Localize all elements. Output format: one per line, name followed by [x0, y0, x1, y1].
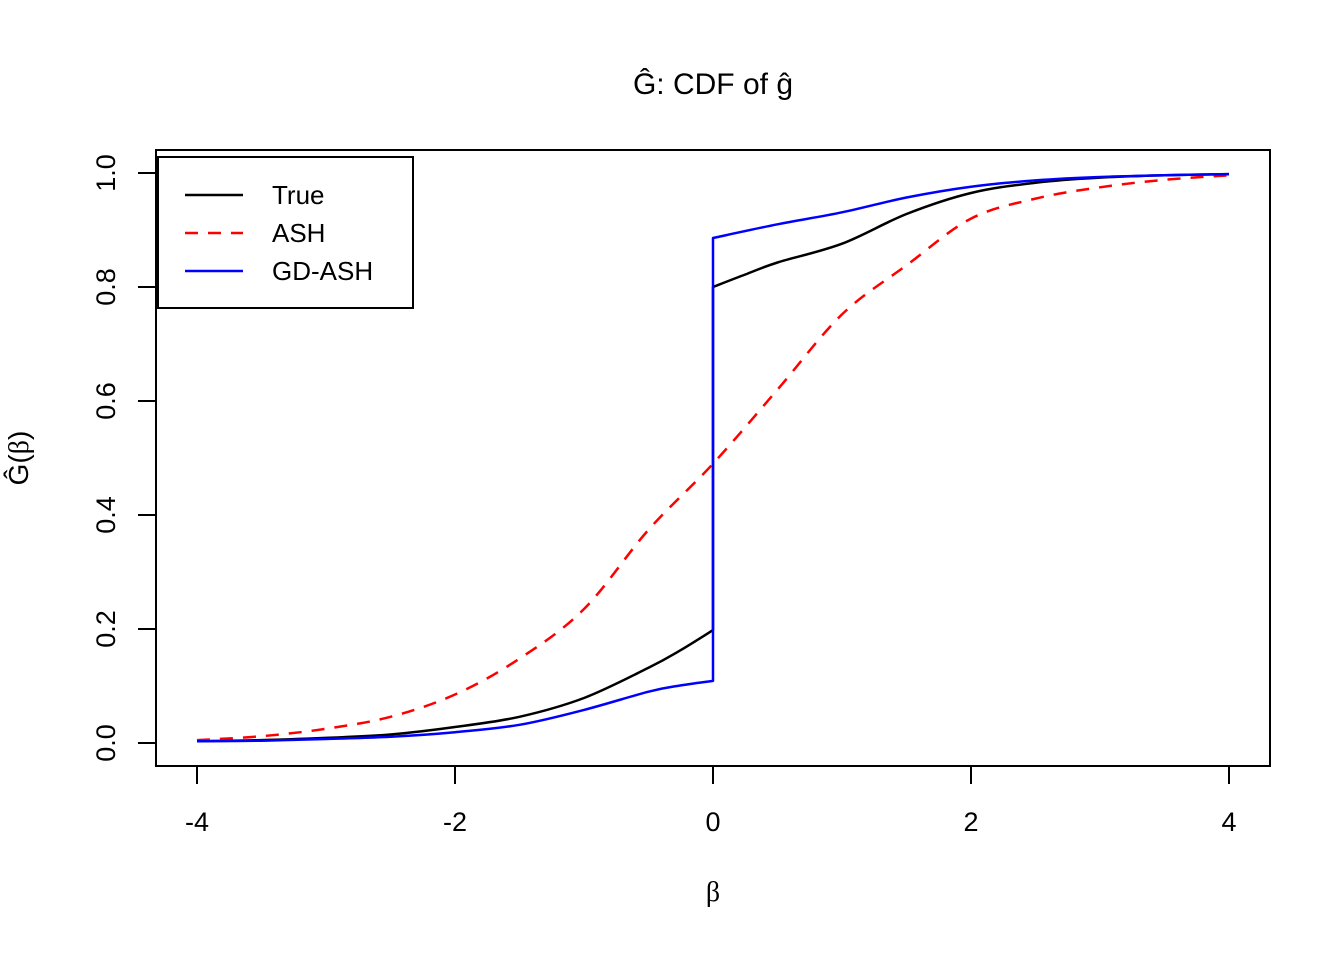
y-tick-label: 0.6: [91, 382, 121, 420]
plot-dynamic-layer: -4 -2 0 2 4 0.0 0.2 0.4 0.6 0.8 1.0 True ASH GD-ASH: [91, 149, 1271, 837]
y-tick-label: 1.0: [91, 154, 121, 192]
legend-item-label: True: [272, 180, 325, 210]
chart-title: Ĝ: CDF of ĝ: [633, 67, 793, 101]
x-tick-label: -4: [185, 807, 209, 837]
legend-box: [157, 156, 414, 309]
x-tick-label: 0: [705, 807, 720, 837]
legend-item-label: ASH: [272, 218, 325, 248]
legend-item-label: GD-ASH: [272, 256, 373, 286]
x-tick-label: 2: [963, 807, 978, 837]
y-tick-label: 0.0: [91, 724, 121, 762]
y-axis-label-beta: β: [4, 440, 35, 454]
y-tick-label: 0.8: [91, 268, 121, 306]
x-tick-label: -2: [443, 807, 467, 837]
curve-gd-ash: [196, 172, 1230, 743]
x-tick-label: 4: [1221, 807, 1236, 837]
curve-ash: [196, 174, 1230, 742]
y-axis-label: Ĝ(β): [3, 431, 35, 486]
y-tick-label: 0.2: [91, 610, 121, 648]
y-tick-label: 0.4: [91, 496, 121, 534]
x-axis-label: β: [706, 877, 720, 908]
y-axis-label-prefix: Ĝ(: [3, 454, 34, 486]
y-axis-label-suffix: ): [3, 431, 34, 440]
